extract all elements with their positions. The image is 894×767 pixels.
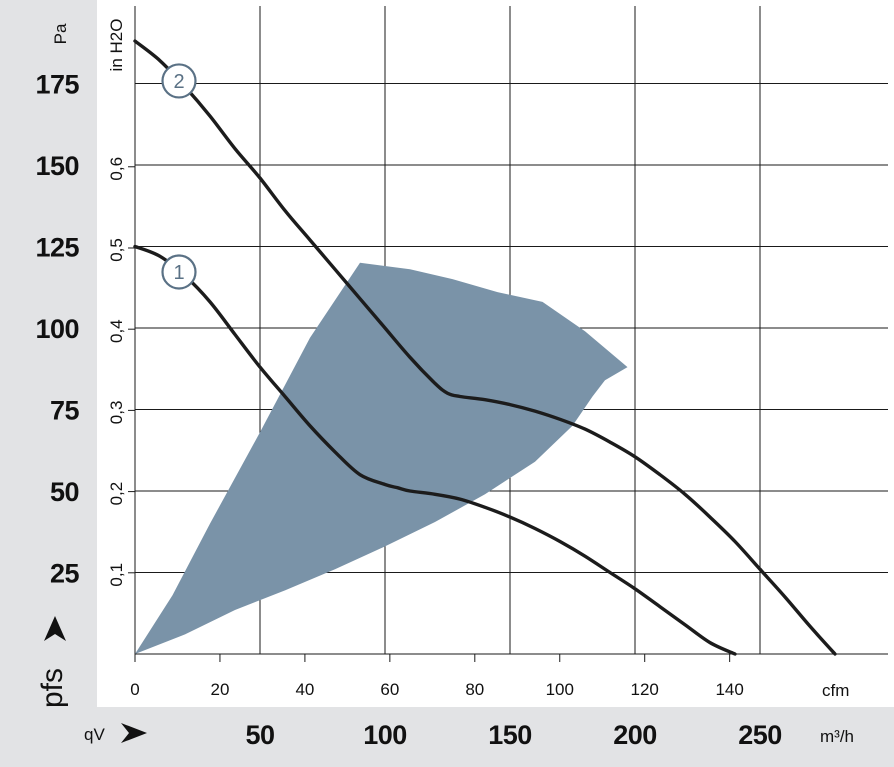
cfm-tick-label-3: 60 [380, 680, 399, 699]
y-tick-label-0: 25 [50, 559, 80, 589]
y-tick-label-3: 100 [35, 314, 79, 344]
inh2o-tick-group-3: 0,4 [107, 319, 126, 343]
inh2o-tick-group-4: 0,5 [107, 238, 126, 262]
inh2o-tick-label-5: 0,6 [107, 157, 126, 181]
curve-1 [133, 244, 737, 656]
x-tick-label-3: 200 [613, 720, 657, 750]
x-axis-label: qV [84, 725, 105, 744]
cfm-tick-label-6: 120 [631, 680, 659, 699]
y-axis-arrow-icon [44, 616, 66, 641]
inh2o-tick-group-1: 0,2 [107, 482, 126, 506]
y-tick-label-1: 50 [50, 477, 79, 507]
curve-markers: 12 [161, 63, 197, 290]
curve-marker-2 [161, 63, 197, 99]
cfm-tick-label-0: 0 [130, 680, 139, 699]
inh2o-tick-group-0: 0,1 [107, 563, 126, 587]
curve-marker-label-2: 2 [173, 71, 184, 93]
x-tick-label-1: 100 [363, 720, 407, 750]
operating-region-shape [135, 262, 628, 654]
inh2o-tick-group-2: 0,3 [107, 401, 126, 425]
inh2o-tick-group-5: 0,6 [107, 157, 126, 181]
inh2o-tick-label-0: 0,1 [107, 563, 126, 587]
performance-curves [133, 39, 837, 656]
cfm-tick-label-4: 80 [465, 680, 484, 699]
inh2o-tick-label-2: 0,3 [107, 401, 126, 425]
y-tick-label-6: 175 [35, 70, 79, 100]
cfm-tick-label-1: 20 [210, 680, 229, 699]
x-tick-label-2: 150 [488, 720, 532, 750]
y-tick-label-5: 150 [35, 151, 79, 181]
y-tick-label-2: 75 [50, 396, 80, 426]
y-unit-pa: Pa [51, 23, 70, 44]
in-h2o-unit: in H2O [107, 19, 126, 72]
x-tick-label-0: 50 [245, 720, 274, 750]
y-tick-label-4: 125 [35, 233, 79, 263]
curve-2 [133, 39, 837, 656]
inh2o-tick-label-1: 0,2 [107, 482, 126, 506]
left-band [0, 0, 97, 767]
bottom-band [97, 707, 894, 767]
cfm-tick-label-2: 40 [295, 680, 314, 699]
curve-marker-1 [161, 254, 197, 290]
y-axis-title: pfs [36, 668, 69, 708]
operating-region [135, 262, 628, 654]
cfm-tick-label-7: 140 [715, 680, 743, 699]
secondary-y-unit-label: in H2O [107, 19, 126, 72]
x-unit-label: m³/h [820, 727, 854, 746]
inh2o-tick-label-3: 0,4 [107, 319, 126, 343]
y-unit-label: Pa [51, 23, 70, 44]
x-tick-label-4: 250 [738, 720, 782, 750]
curve-marker-label-1: 1 [173, 262, 184, 284]
x-axis-arrow-icon [121, 723, 147, 743]
secondary-x-unit-label: cfm [822, 681, 849, 700]
y-axis-label: pfs [36, 668, 69, 708]
cfm-tick-label-5: 100 [546, 680, 574, 699]
inh2o-tick-label-4: 0,5 [107, 238, 126, 262]
tick-labels: 50 100 150 200 250 25 50 75 100 125 150 175 0 20 40 60 8… [35, 70, 782, 751]
